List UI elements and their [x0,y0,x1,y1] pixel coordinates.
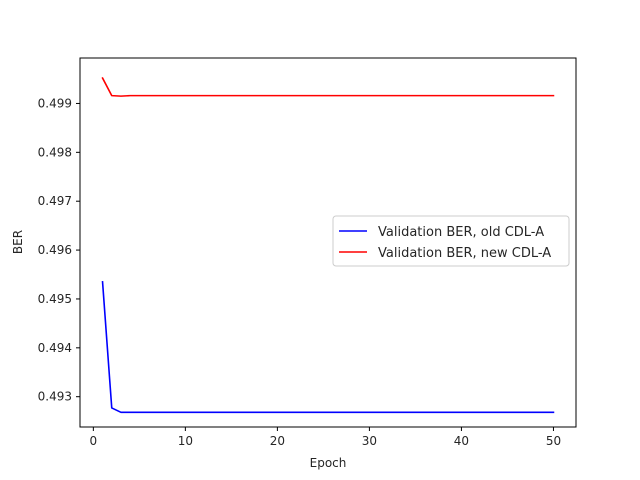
x-tick-label: 20 [270,434,285,448]
x-tick-label: 0 [90,434,98,448]
y-tick-label: 0.493 [38,390,72,404]
x-tick-label: 10 [178,434,193,448]
series-line-2 [101,76,555,97]
y-tick-label: 0.494 [38,341,72,355]
x-axis: 0 10 20 30 40 50 [90,427,561,448]
legend-label-1: Validation BER, old CDL-A [378,225,544,240]
plot-frame [79,57,577,428]
x-tick-label: 50 [546,434,561,448]
legend: Validation BER, old CDL-A Validation BER,… [332,215,570,267]
y-tick-label: 0.499 [38,96,72,110]
y-tick-label: 0.496 [38,243,72,257]
y-tick-label: 0.497 [38,194,72,208]
y-axis: 0.493 0.494 0.495 0.496 0.497 0.498 0.499 [38,96,80,404]
y-tick-label: 0.498 [38,145,72,159]
x-tick-label: 40 [454,434,469,448]
y-axis-label: BER [11,230,25,254]
legend-label-2: Validation BER, new CDL-A [378,246,551,261]
x-axis-label: Epoch [310,456,347,470]
y-tick-label: 0.495 [38,292,72,306]
series-line-1 [101,280,555,414]
series-layer [101,76,555,414]
x-tick-label: 30 [362,434,377,448]
legend-box [332,215,570,267]
